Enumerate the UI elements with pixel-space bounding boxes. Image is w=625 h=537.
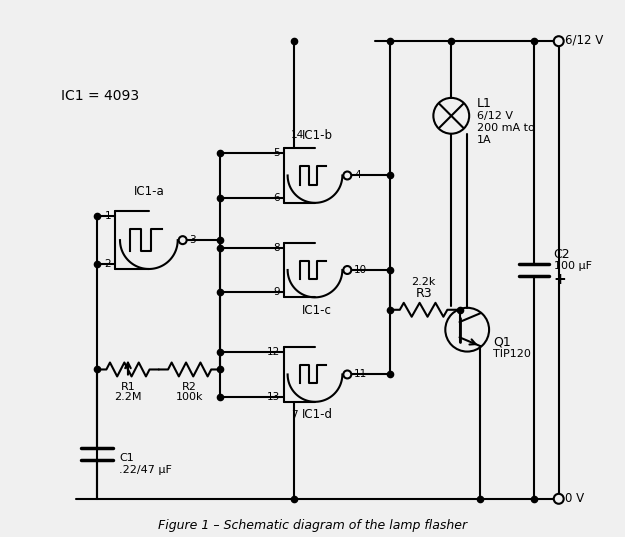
Circle shape xyxy=(179,236,187,244)
Circle shape xyxy=(554,36,564,46)
Text: 12: 12 xyxy=(267,347,280,357)
Text: L1: L1 xyxy=(477,97,492,111)
Text: 200 mA to: 200 mA to xyxy=(477,123,535,133)
Text: TIP120: TIP120 xyxy=(493,349,531,359)
Text: 4: 4 xyxy=(354,170,361,180)
Text: 3: 3 xyxy=(189,235,196,245)
Text: IC1-a: IC1-a xyxy=(134,185,164,198)
Text: 6/12 V: 6/12 V xyxy=(477,111,513,121)
Text: Figure 1 – Schematic diagram of the lamp flasher: Figure 1 – Schematic diagram of the lamp… xyxy=(158,519,467,532)
Text: IC1-c: IC1-c xyxy=(302,304,332,317)
Circle shape xyxy=(343,371,351,379)
Text: 2.2k: 2.2k xyxy=(411,277,436,287)
Text: Q1: Q1 xyxy=(493,335,511,348)
Text: C2: C2 xyxy=(554,248,571,260)
Text: 11: 11 xyxy=(354,369,367,380)
Text: R3: R3 xyxy=(415,287,432,300)
Text: 2: 2 xyxy=(104,259,111,269)
Text: C1: C1 xyxy=(119,453,134,463)
Text: R1: R1 xyxy=(121,382,136,393)
Text: 6/12 V: 6/12 V xyxy=(565,34,603,47)
Text: 100 μF: 100 μF xyxy=(554,261,592,271)
Text: 0 V: 0 V xyxy=(565,492,584,505)
Text: 100k: 100k xyxy=(176,393,203,402)
Circle shape xyxy=(554,494,564,504)
Text: 5: 5 xyxy=(274,148,280,158)
Circle shape xyxy=(343,266,351,274)
Text: 14: 14 xyxy=(291,130,304,140)
Text: 7: 7 xyxy=(291,410,298,420)
Text: +: + xyxy=(554,272,566,287)
Text: 9: 9 xyxy=(274,287,280,297)
Text: IC1-b: IC1-b xyxy=(301,129,332,142)
Text: 1: 1 xyxy=(104,211,111,221)
Text: IC1 = 4093: IC1 = 4093 xyxy=(61,89,139,103)
Text: R2: R2 xyxy=(182,382,197,393)
Text: 13: 13 xyxy=(267,392,280,402)
Text: .22/47 μF: .22/47 μF xyxy=(119,465,172,475)
Circle shape xyxy=(343,171,351,179)
Text: 2.2M: 2.2M xyxy=(114,393,142,402)
Text: IC1-d: IC1-d xyxy=(301,408,332,421)
Text: 1A: 1A xyxy=(477,135,492,144)
Text: 10: 10 xyxy=(354,265,367,275)
Text: 8: 8 xyxy=(274,243,280,252)
Text: 6: 6 xyxy=(274,193,280,203)
